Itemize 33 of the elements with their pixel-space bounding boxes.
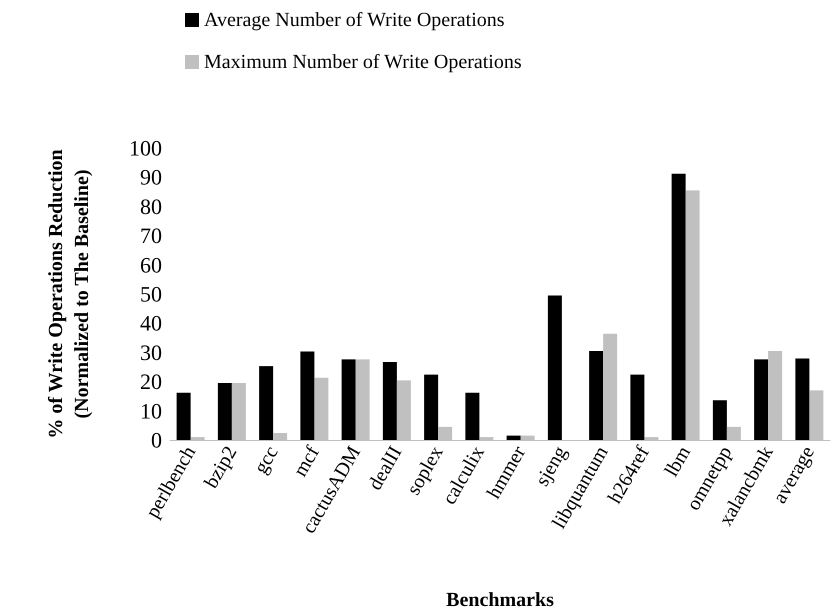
bar: [795, 358, 810, 440]
bar: [754, 359, 768, 440]
bar: [672, 174, 686, 440]
y-tick-label: 30: [140, 340, 162, 365]
y-tick-label: 0: [151, 428, 162, 452]
bar: [506, 436, 521, 440]
bar: [300, 352, 314, 440]
y-tick-label: 20: [140, 369, 162, 394]
y-tick-label: 10: [140, 398, 162, 424]
y-axis-title: % of Write Operations Reduction (Normalized to The Baseline): [45, 149, 93, 439]
y-tick-label: 60: [140, 252, 162, 278]
x-axis-title: Benchmarks: [446, 589, 554, 611]
bar: [589, 350, 604, 440]
bar: [176, 392, 191, 440]
x-tick-label: lbm: [660, 442, 696, 480]
bar: [342, 359, 356, 440]
legend-label: Maximum Number of Write Operations: [204, 51, 522, 73]
y-tick-label: 80: [140, 194, 162, 219]
y-tick-label: 40: [140, 310, 162, 336]
legend-label: Average Number of Write Operations: [204, 9, 505, 31]
y-tick-label: 100: [129, 136, 162, 160]
bar: [382, 362, 397, 440]
y-tick-label: 90: [140, 164, 162, 190]
y-tick-label: 50: [140, 282, 162, 306]
bar: [548, 295, 562, 440]
bar: [465, 392, 480, 440]
bar: [712, 400, 727, 440]
x-tick-label: gcc: [250, 442, 283, 478]
bar: [424, 374, 438, 440]
bar: [218, 383, 232, 440]
y-tick-label: 70: [140, 223, 162, 248]
bar: [630, 374, 644, 440]
bar: [259, 366, 274, 440]
